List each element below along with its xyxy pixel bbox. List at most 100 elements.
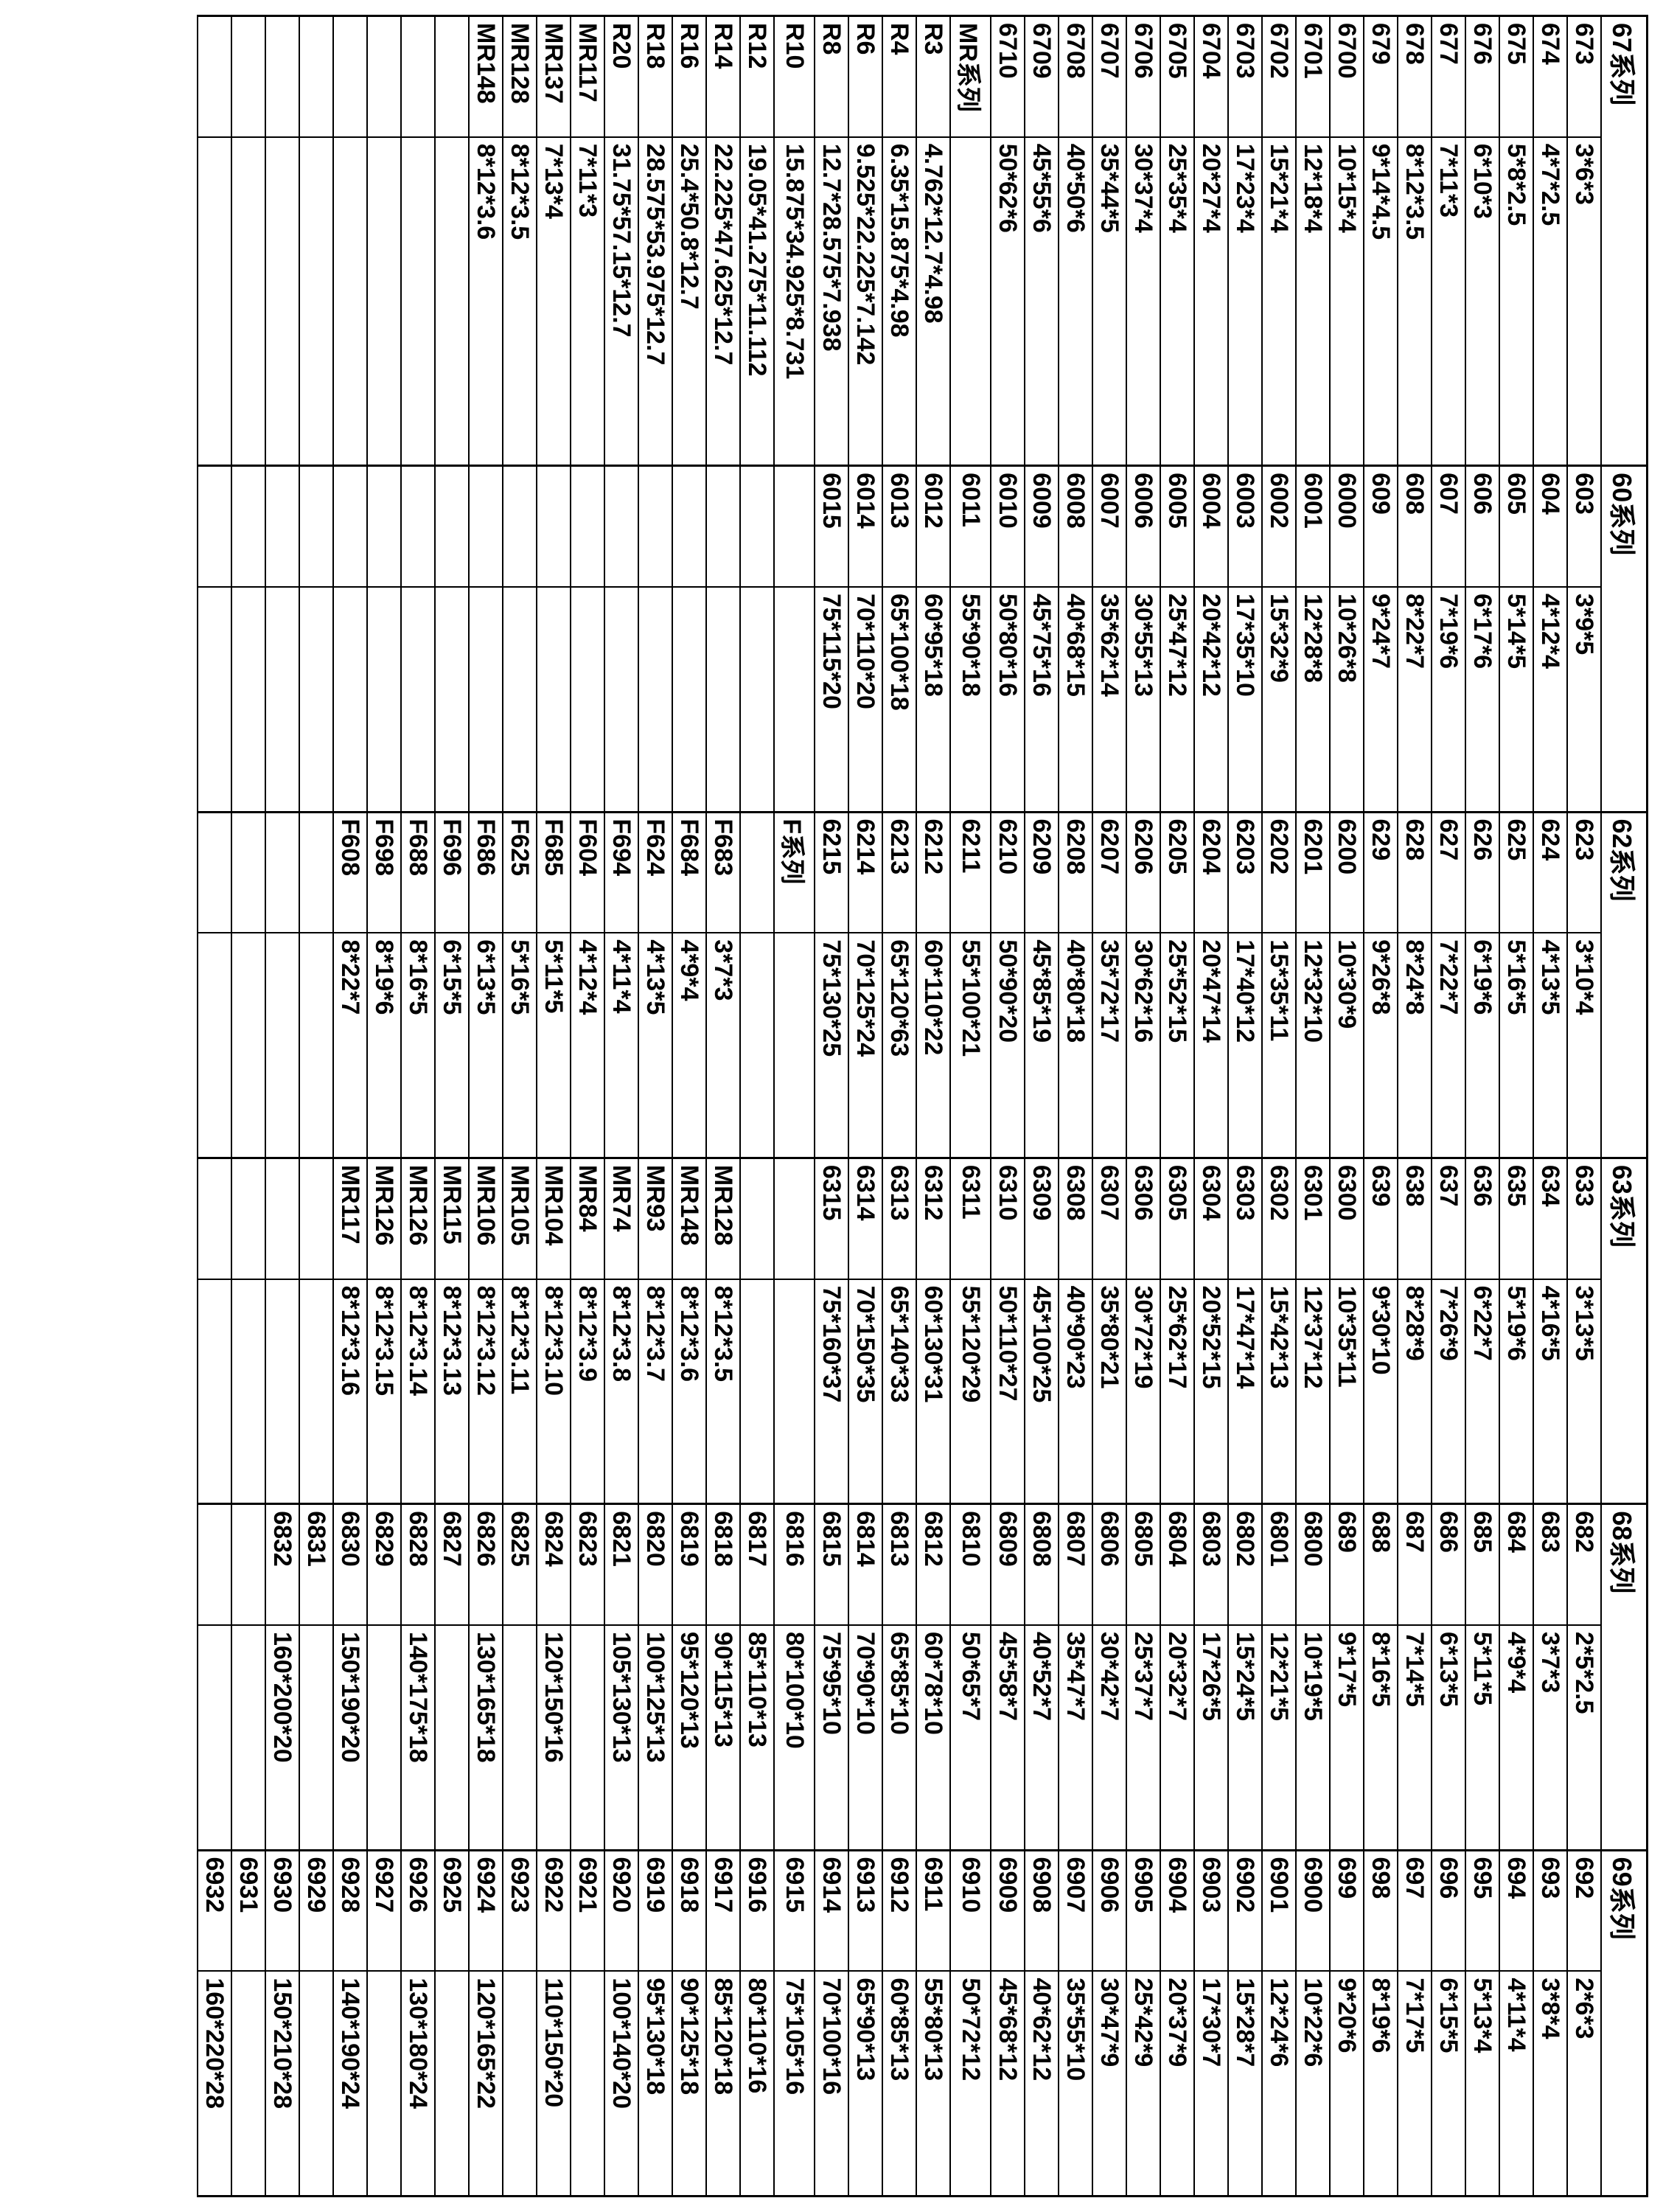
spec-cell [299, 1625, 333, 1850]
table-row: 670317*23*4600317*35*10620317*40*1263031… [1228, 16, 1262, 2197]
code-cell: R6 [848, 16, 882, 137]
spec-cell: 60*110*22 [916, 933, 950, 1158]
spec-cell: 30*55*13 [1126, 587, 1160, 812]
code-cell: MR148 [469, 16, 503, 137]
code-cell: 623 [1567, 812, 1601, 933]
spec-cell: 6*13*5 [469, 933, 503, 1158]
header-67: 67系列 [1601, 16, 1648, 466]
spec-cell: 8*12*3.6 [672, 1279, 706, 1504]
spec-cell: 35*47*7 [1059, 1625, 1092, 1850]
spec-cell: 7*14*5 [1398, 1625, 1432, 1850]
table-row: 670010*15*4600010*26*8620010*30*9630010*… [1330, 16, 1364, 2197]
code-cell: R20 [604, 16, 638, 137]
spec-cell: 5*13*4 [1465, 1971, 1499, 2196]
spec-cell: 8*12*3.5 [503, 137, 537, 466]
code-cell [333, 466, 367, 587]
spec-cell: 55*80*13 [916, 1971, 950, 2196]
code-cell: 6825 [503, 1504, 537, 1625]
spec-cell: 6*17*6 [1465, 587, 1499, 812]
code-cell: 6829 [367, 1504, 401, 1625]
spec-cell: 65*100*18 [882, 587, 916, 812]
table-row: R1219.05*41.275*11.112681785*110*1369168… [740, 16, 774, 2197]
spec-cell [774, 1279, 815, 1504]
spec-cell: 7*26*9 [1432, 1279, 1465, 1504]
spec-cell: 8*16*5 [401, 933, 435, 1158]
spec-cell: 105*130*13 [604, 1625, 638, 1850]
spec-cell: 8*12*3.12 [469, 1279, 503, 1504]
header-69: 69系列 [1601, 1850, 1648, 2196]
spec-cell: 7*17*5 [1398, 1971, 1432, 2196]
code-cell: 6827 [435, 1504, 469, 1625]
spec-cell: 12*28*8 [1296, 587, 1330, 812]
spec-cell: 22.225*47.625*12.7 [706, 137, 740, 466]
code-cell: 6014 [848, 466, 882, 587]
code-cell: 6212 [916, 812, 950, 933]
table-row: 670630*37*4600630*55*13620630*62*1663063… [1126, 16, 1160, 2197]
code-cell: 682 [1567, 1504, 1601, 1625]
code-cell: 6011 [950, 466, 991, 587]
spec-cell: 50*72*12 [950, 1971, 991, 2196]
spec-cell [604, 587, 638, 812]
spec-cell: 10*22*6 [1296, 1971, 1330, 2196]
code-cell: 6709 [1025, 16, 1059, 137]
code-cell: 6832 [265, 1504, 299, 1625]
code-cell: 605 [1499, 466, 1533, 587]
spec-cell: 150*190*20 [333, 1625, 367, 1850]
spec-cell: 8*12*3.5 [1398, 137, 1432, 466]
spec-cell: 30*42*7 [1092, 1625, 1126, 1850]
spec-cell: 35*55*10 [1059, 1971, 1092, 2196]
spec-cell: 3*7*3 [1533, 1625, 1567, 1850]
code-cell: 604 [1533, 466, 1567, 587]
code-cell: 6311 [950, 1158, 991, 1279]
table-row: 670420*27*4600420*42*12620420*47*1463042… [1194, 16, 1228, 2197]
code-cell: 6303 [1228, 1158, 1262, 1279]
spec-cell: 7*13*4 [537, 137, 571, 466]
spec-cell: 10*30*9 [1330, 933, 1364, 1158]
code-cell: 609 [1364, 466, 1398, 587]
code-cell: 6913 [848, 1850, 882, 1971]
code-cell: F604 [571, 812, 604, 933]
code-cell: 6817 [740, 1504, 774, 1625]
code-cell: 625 [1499, 812, 1533, 933]
spec-cell: 8*12*3.6 [469, 137, 503, 466]
spec-cell: 65*85*10 [882, 1625, 916, 1850]
code-cell: 6801 [1262, 1504, 1296, 1625]
spec-cell [299, 933, 333, 1158]
spec-cell: 25*37*7 [1126, 1625, 1160, 1850]
spec-cell [333, 587, 367, 812]
code-cell: 6927 [367, 1850, 401, 1971]
spec-cell: 120*150*16 [537, 1625, 571, 1850]
spec-cell: 8*24*8 [1398, 933, 1432, 1158]
code-cell: 6909 [991, 1850, 1025, 1971]
header-68: 68系列 [1601, 1504, 1648, 1850]
code-cell: 6914 [815, 1850, 848, 1971]
code-cell: MR106 [469, 1158, 503, 1279]
spec-cell: 55*90*18 [950, 587, 991, 812]
spec-cell: 15*32*9 [1262, 587, 1296, 812]
spec-cell: 17*26*5 [1194, 1625, 1228, 1850]
spec-cell: 8*12*3.7 [638, 1279, 672, 1504]
code-cell [265, 16, 299, 137]
code-cell: 683 [1533, 1504, 1567, 1625]
spec-cell: 30*37*4 [1126, 137, 1160, 466]
spec-cell [198, 933, 231, 1158]
code-cell [740, 1158, 774, 1279]
code-cell: 6301 [1296, 1158, 1330, 1279]
spec-cell: 85*120*18 [706, 1971, 740, 2196]
spec-cell: 140*175*18 [401, 1625, 435, 1850]
code-cell: 6012 [916, 466, 950, 587]
spec-cell [435, 137, 469, 466]
code-cell: 6809 [991, 1504, 1025, 1625]
table-row: 6733*6*36033*9*56233*10*46333*13*56822*5… [1567, 16, 1601, 2197]
code-cell: 6826 [469, 1504, 503, 1625]
code-cell [367, 16, 401, 137]
code-cell [469, 466, 503, 587]
code-cell [299, 16, 333, 137]
table-row: R69.525*22.225*7.142601470*110*20621470*… [848, 16, 882, 2197]
spec-cell [265, 137, 299, 466]
spec-cell: 25*52*15 [1160, 933, 1194, 1158]
code-cell: F686 [469, 812, 503, 933]
code-cell: 6210 [991, 812, 1025, 933]
spec-cell: 70*110*20 [848, 587, 882, 812]
code-cell: F683 [706, 812, 740, 933]
